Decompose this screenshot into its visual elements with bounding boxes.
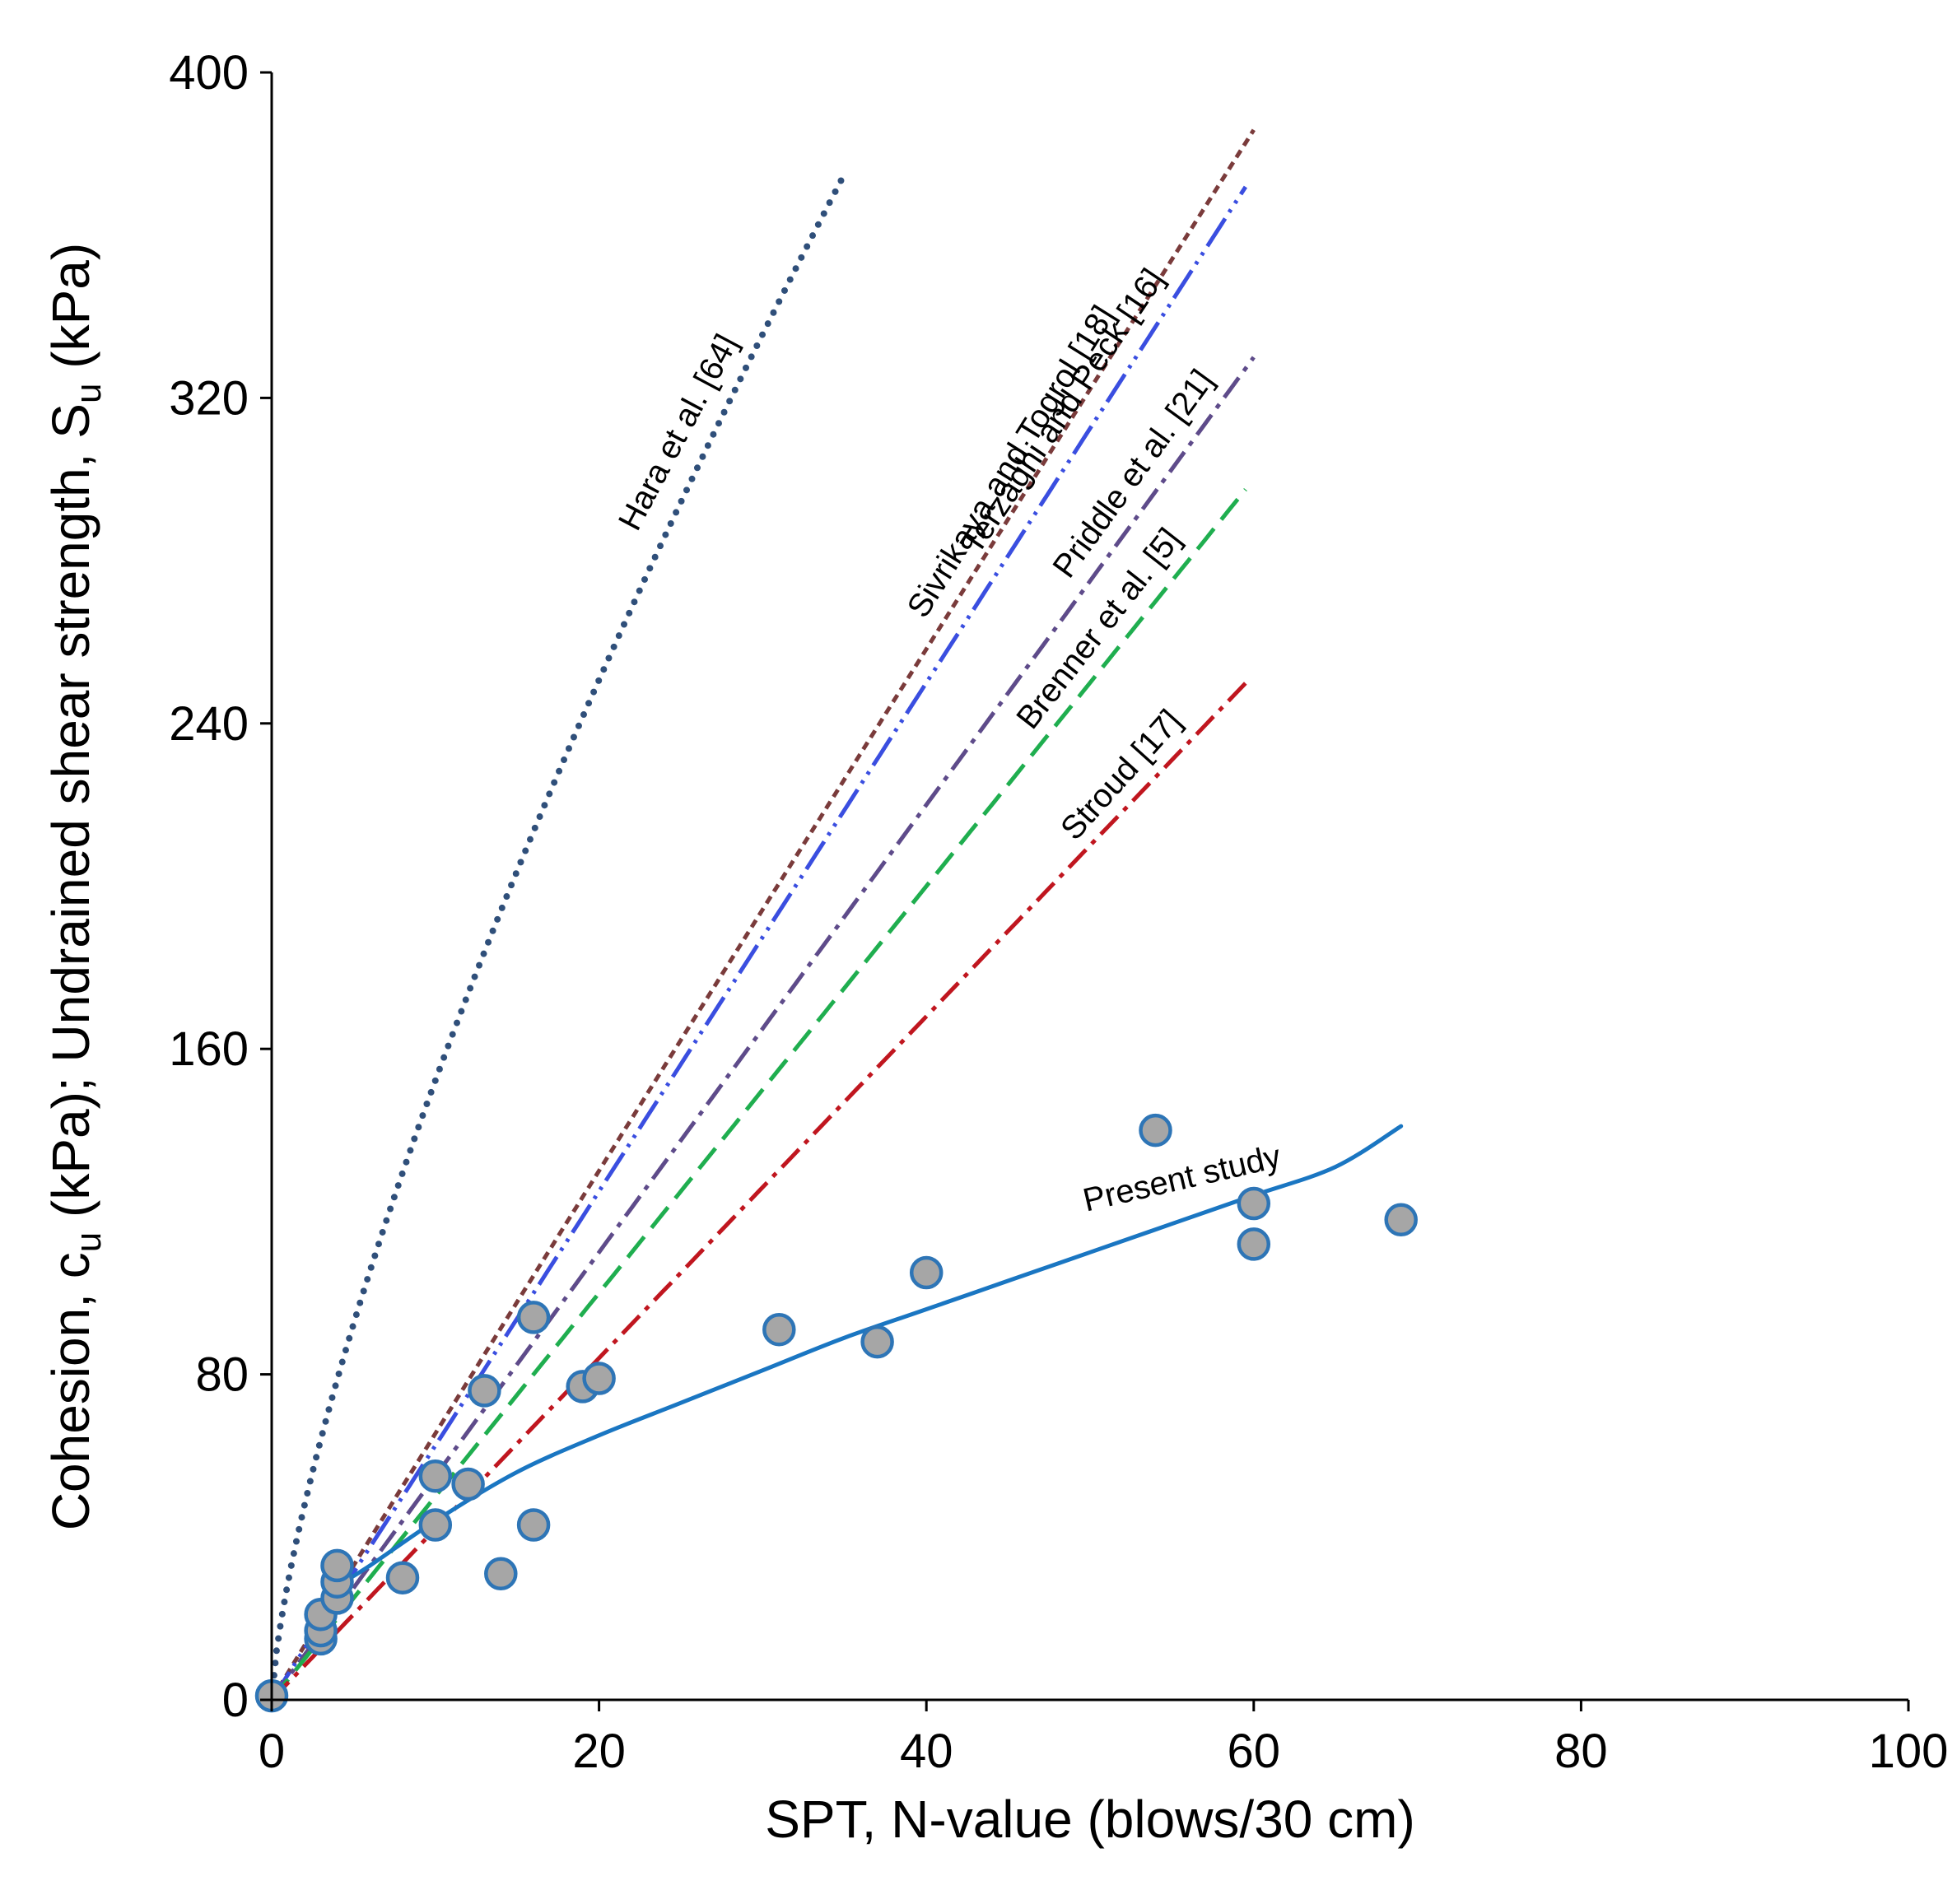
data-point [1384, 1203, 1418, 1237]
y-axis-title-sub2: u [68, 384, 109, 403]
labels-layer: Hara et al. [64] Sivrikaya and Togrol [18… [612, 263, 1284, 1219]
axes [270, 72, 1908, 1701]
y-axis-title-part1: Cohesion, c [41, 1252, 100, 1530]
data-point [1139, 1113, 1172, 1148]
y-tick-label: 80 [195, 1348, 249, 1402]
data-point [320, 1548, 354, 1583]
x-axis-title: SPT, N-value (blows/30 cm) [765, 1790, 1415, 1849]
y-axis-title: Cohesion, cu (kPa); Undrained shear stre… [41, 243, 109, 1530]
data-point [516, 1301, 551, 1334]
data-point [516, 1508, 551, 1542]
data-point [762, 1312, 796, 1347]
y-tick-label: 320 [169, 371, 249, 425]
y-axis-title-part2: (kPa); Undrained shear strength, S [41, 403, 100, 1232]
data-point [468, 1374, 501, 1408]
data-point [484, 1557, 518, 1591]
data-point [1237, 1227, 1271, 1261]
series-label-stroud-17: Stroud [17] [1054, 703, 1189, 847]
x-tick-label: 100 [1869, 1725, 1949, 1778]
y-tick-label: 240 [169, 697, 249, 751]
y-tick-label: 0 [222, 1674, 249, 1727]
x-tick-label: 20 [572, 1725, 626, 1778]
y-tick-label: 160 [169, 1022, 249, 1076]
y-axis-title-sub1: u [68, 1232, 109, 1252]
data-point [418, 1459, 453, 1493]
series-label-terzaghi-and-peck-16: Terzaghi and Peck [16] [954, 263, 1172, 561]
series-line-priddle-et-al-21 [269, 356, 1256, 1701]
series-line-terzaghi-and-peck-16 [269, 185, 1247, 1701]
series-line-sivrikaya-and-togrol-18 [269, 128, 1256, 1701]
data-point [1237, 1186, 1271, 1221]
ticks-layer: 0 20 40 60 80 100 0 80 160 240 320 400 [169, 46, 1948, 1778]
x-tick-label: 0 [259, 1725, 285, 1778]
data-point [909, 1255, 944, 1290]
data-point [385, 1561, 420, 1594]
x-tick-label: 60 [1228, 1725, 1281, 1778]
y-axis-title-part3: (kPa) [41, 243, 100, 384]
y-tick-label: 400 [169, 46, 249, 100]
data-point [418, 1508, 453, 1542]
x-tick-label: 80 [1554, 1725, 1608, 1778]
series-line-brenner-et-al-5 [270, 488, 1247, 1701]
data-point [582, 1362, 616, 1395]
series-line-hara-et-al-64 [268, 170, 848, 1703]
data-point [860, 1324, 894, 1359]
data-point [451, 1467, 485, 1501]
x-tick-label: 40 [900, 1725, 953, 1778]
series-label-hara-et-al-64: Hara et al. [64] [612, 328, 745, 536]
points-layer [254, 1113, 1418, 1713]
